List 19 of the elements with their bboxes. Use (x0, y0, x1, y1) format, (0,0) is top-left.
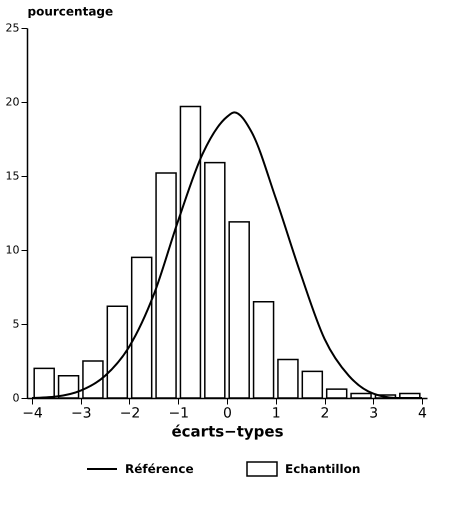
x-tick-label: 4 (418, 406, 428, 422)
x-tick-label: −1 (168, 406, 190, 422)
x-tick-label: −3 (70, 406, 92, 422)
x-tick-label: 1 (272, 406, 281, 422)
y-axis-title: pourcentage (28, 4, 114, 18)
y-tick-label: 20 (6, 96, 20, 108)
legend-label: Echantillon (285, 462, 360, 476)
x-tick-label: −2 (120, 406, 140, 422)
x-tick-label: −4 (22, 406, 43, 422)
x-tick-label: 2 (320, 406, 330, 422)
legend-label: Référence (125, 462, 194, 476)
y-tick-label: 0 (12, 392, 20, 404)
y-tick-label: 10 (6, 244, 20, 256)
x-tick-label: 0 (223, 406, 232, 422)
y-tick-label: 25 (6, 22, 20, 34)
y-tick-label: 5 (12, 318, 20, 330)
y-tick-label: 15 (6, 170, 20, 182)
x-tick-label: 3 (369, 406, 378, 422)
x-axis-title: écarts−types (171, 422, 284, 440)
